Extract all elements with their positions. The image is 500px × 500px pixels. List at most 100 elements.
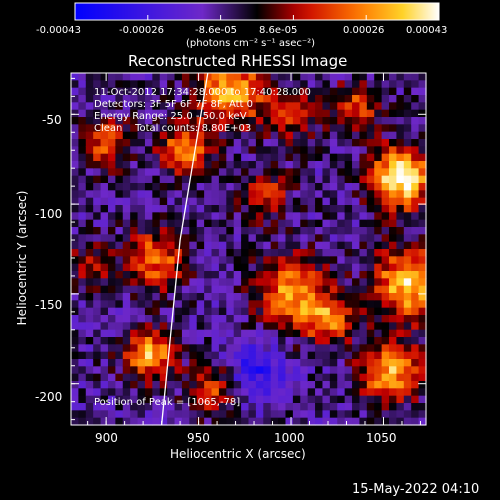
heatmap-cell bbox=[255, 234, 264, 243]
heatmap-cell bbox=[226, 403, 235, 411]
heatmap-cell bbox=[337, 227, 346, 235]
heatmap-cell bbox=[130, 381, 139, 389]
heatmap-cell bbox=[418, 175, 427, 184]
heatmap-cell bbox=[285, 87, 294, 96]
heatmap-cell bbox=[211, 351, 220, 360]
heatmap-cell bbox=[418, 234, 427, 243]
heatmap-cell bbox=[366, 300, 375, 309]
heatmap-cell bbox=[300, 366, 309, 375]
heatmap-cell bbox=[152, 168, 161, 177]
heatmap-cell bbox=[122, 249, 131, 257]
heatmap-cell bbox=[137, 234, 146, 243]
heatmap-cell bbox=[248, 227, 257, 235]
heatmap-cell bbox=[144, 205, 153, 213]
heatmap-cell bbox=[315, 307, 324, 316]
heatmap-cell bbox=[381, 373, 390, 382]
heatmap-cell bbox=[93, 263, 102, 272]
heatmap-cell bbox=[181, 403, 190, 411]
heatmap-cell bbox=[241, 322, 250, 331]
heatmap-cell bbox=[322, 117, 331, 125]
heatmap-cell bbox=[344, 168, 353, 177]
heatmap-cell bbox=[285, 109, 294, 118]
heatmap-cell bbox=[130, 366, 139, 375]
heatmap-cell bbox=[255, 307, 264, 316]
heatmap-cell bbox=[137, 219, 146, 228]
heatmap-cell bbox=[196, 417, 205, 426]
heatmap-cell bbox=[115, 271, 124, 279]
heatmap-cell bbox=[270, 80, 279, 89]
heatmap-cell bbox=[115, 117, 124, 125]
heatmap-cell bbox=[418, 263, 427, 272]
heatmap-cell bbox=[122, 300, 131, 309]
heatmap-cell bbox=[263, 80, 272, 89]
heatmap-cell bbox=[233, 359, 242, 367]
heatmap-cell bbox=[344, 73, 353, 81]
heatmap-cell bbox=[278, 417, 287, 426]
heatmap-cell bbox=[292, 322, 301, 331]
heatmap-cell bbox=[107, 227, 116, 235]
heatmap-cell bbox=[152, 117, 161, 125]
heatmap-cell bbox=[381, 381, 390, 389]
heatmap-cell bbox=[181, 168, 190, 177]
heatmap-cell bbox=[285, 73, 294, 81]
heatmap-cell bbox=[300, 73, 309, 81]
heatmap-cell bbox=[241, 410, 250, 419]
heatmap-cell bbox=[307, 241, 316, 250]
heatmap-cell bbox=[78, 417, 87, 426]
heatmap-cell bbox=[218, 322, 227, 331]
heatmap-cell bbox=[315, 109, 324, 118]
heatmap-cell bbox=[300, 249, 309, 257]
annotation-line: 11-Oct-2012 17:34:28.000 to 17:40:28.000 bbox=[94, 87, 311, 98]
heatmap-cell bbox=[93, 256, 102, 265]
heatmap-cell bbox=[100, 278, 109, 287]
heatmap-cell bbox=[389, 263, 398, 272]
heatmap-cell bbox=[381, 227, 390, 235]
heatmap-cell bbox=[359, 329, 368, 338]
heatmap-cell bbox=[189, 131, 198, 140]
heatmap-cell bbox=[322, 131, 331, 140]
heatmap-cell bbox=[329, 417, 338, 426]
heatmap-cell bbox=[278, 366, 287, 375]
heatmap-cell bbox=[374, 73, 383, 81]
heatmap-cell bbox=[218, 139, 227, 147]
heatmap-cell bbox=[218, 388, 227, 397]
heatmap-cell bbox=[411, 329, 420, 338]
heatmap-cell bbox=[130, 87, 139, 96]
heatmap-cell bbox=[137, 344, 146, 353]
heatmap-cell bbox=[270, 95, 279, 103]
heatmap-cell bbox=[226, 249, 235, 257]
heatmap-cell bbox=[159, 117, 168, 125]
heatmap-cell bbox=[374, 359, 383, 367]
heatmap-cell bbox=[381, 161, 390, 169]
heatmap-cell bbox=[300, 300, 309, 309]
heatmap-cell bbox=[300, 87, 309, 96]
heatmap-cell bbox=[204, 95, 213, 103]
heatmap-cell bbox=[315, 95, 324, 103]
heatmap-cell bbox=[122, 131, 131, 140]
heatmap-cell bbox=[396, 95, 405, 103]
heatmap-cell bbox=[307, 263, 316, 272]
heatmap-cell bbox=[85, 95, 94, 103]
heatmap-cell bbox=[278, 388, 287, 397]
heatmap-cell bbox=[93, 373, 102, 382]
heatmap-cell bbox=[285, 212, 294, 221]
heatmap-cell bbox=[167, 80, 176, 89]
heatmap-cell bbox=[255, 109, 264, 118]
heatmap-cell bbox=[418, 197, 427, 206]
heatmap-cell bbox=[337, 161, 346, 169]
heatmap-cell bbox=[189, 212, 198, 221]
heatmap-cell bbox=[226, 183, 235, 191]
heatmap-cell bbox=[337, 241, 346, 250]
heatmap-cell bbox=[181, 234, 190, 243]
heatmap-cell bbox=[315, 315, 324, 323]
heatmap-cell bbox=[204, 146, 213, 155]
heatmap-cell bbox=[233, 117, 242, 125]
heatmap-cell bbox=[107, 234, 116, 243]
heatmap-cell bbox=[115, 381, 124, 389]
heatmap-cell bbox=[144, 227, 153, 235]
heatmap-cell bbox=[403, 329, 412, 338]
heatmap-cell bbox=[411, 146, 420, 155]
heatmap-cell bbox=[93, 285, 102, 294]
heatmap-cell bbox=[181, 95, 190, 103]
heatmap-cell bbox=[255, 381, 264, 389]
